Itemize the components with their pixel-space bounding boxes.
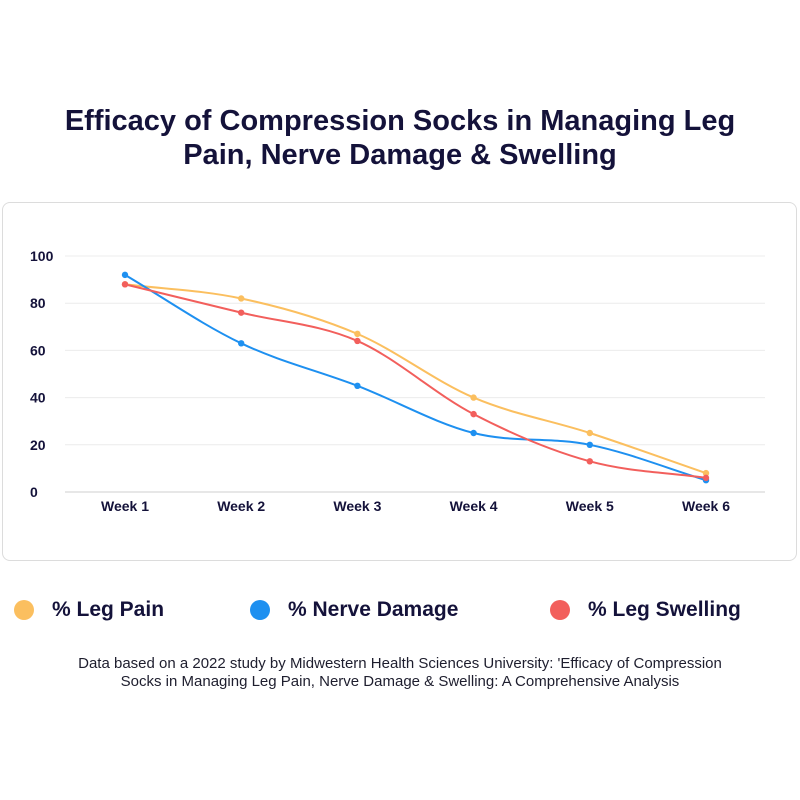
chart-title-line-2: Pain, Nerve Damage & Swelling bbox=[183, 139, 617, 171]
chart-legend: % Leg Pain % Nerve Damage % Leg Swelling bbox=[0, 594, 800, 626]
legend-label-leg-pain: % Leg Pain bbox=[52, 598, 165, 621]
data-point-nerve-damage-week-4 bbox=[470, 429, 477, 437]
data-point-leg-swelling-week-1 bbox=[121, 281, 129, 288]
x-tick-label-1: Week 1 bbox=[101, 498, 149, 514]
x-tick-label-3: Week 3 bbox=[333, 498, 381, 514]
data-point-leg-swelling-week-4 bbox=[470, 410, 477, 418]
data-point-leg-swelling-week-6 bbox=[702, 474, 710, 482]
y-tick-label-20: 20 bbox=[30, 437, 46, 453]
data-point-leg-pain-week-6 bbox=[702, 469, 710, 477]
series-line-leg-swelling bbox=[124, 283, 707, 479]
x-tick-label-2: Week 2 bbox=[217, 498, 265, 514]
source-note-line-1: Data based on a 2022 study by Midwestern… bbox=[78, 655, 722, 672]
data-point-leg-swelling-week-3 bbox=[354, 337, 361, 345]
y-tick-label-40: 40 bbox=[30, 390, 46, 406]
data-point-leg-swelling-week-2 bbox=[238, 309, 245, 316]
data-point-leg-swelling-week-5 bbox=[586, 458, 593, 465]
data-point-leg-pain-week-2 bbox=[238, 295, 245, 302]
x-tick-label-6: Week 6 bbox=[682, 498, 730, 514]
legend-label-leg-swelling: % Leg Swelling bbox=[588, 598, 741, 621]
legend-item-nerve-damage: % Nerve Damage bbox=[250, 594, 458, 626]
source-note-line-2: Socks in Managing Leg Pain, Nerve Damage… bbox=[120, 673, 680, 690]
series-line-leg-pain bbox=[124, 283, 707, 475]
legend-label-nerve-damage: % Nerve Damage bbox=[288, 598, 459, 621]
y-tick-label-60: 60 bbox=[30, 342, 46, 358]
chart-title: Efficacy of Compression Socks in Managin… bbox=[0, 104, 800, 172]
x-tick-label-5: Week 5 bbox=[566, 498, 614, 514]
data-point-nerve-damage-week-1 bbox=[121, 271, 129, 279]
legend-item-leg-pain: % Leg Pain bbox=[14, 594, 164, 626]
legend-dot-leg-swelling bbox=[550, 600, 570, 620]
source-note: Data based on a 2022 study by Midwestern… bbox=[0, 655, 800, 691]
data-point-leg-pain-week-5 bbox=[586, 429, 593, 437]
data-point-nerve-damage-week-5 bbox=[586, 441, 593, 448]
y-tick-label-80: 80 bbox=[30, 295, 46, 311]
chart-title-line-1: Efficacy of Compression Socks in Managin… bbox=[64, 105, 736, 137]
data-point-nerve-damage-week-2 bbox=[238, 340, 245, 347]
legend-dot-leg-pain bbox=[14, 600, 34, 620]
chart-card bbox=[2, 202, 797, 561]
legend-dot-nerve-damage bbox=[250, 600, 270, 620]
y-tick-label-100: 100 bbox=[30, 248, 54, 264]
series-line-nerve-damage bbox=[124, 274, 707, 482]
data-point-leg-pain-week-3 bbox=[354, 330, 361, 338]
data-point-leg-pain-week-4 bbox=[470, 394, 477, 401]
x-tick-label-4: Week 4 bbox=[450, 498, 498, 514]
data-point-nerve-damage-week-3 bbox=[354, 382, 361, 389]
y-tick-label-0: 0 bbox=[30, 484, 38, 500]
legend-item-leg-swelling: % Leg Swelling bbox=[550, 594, 741, 626]
